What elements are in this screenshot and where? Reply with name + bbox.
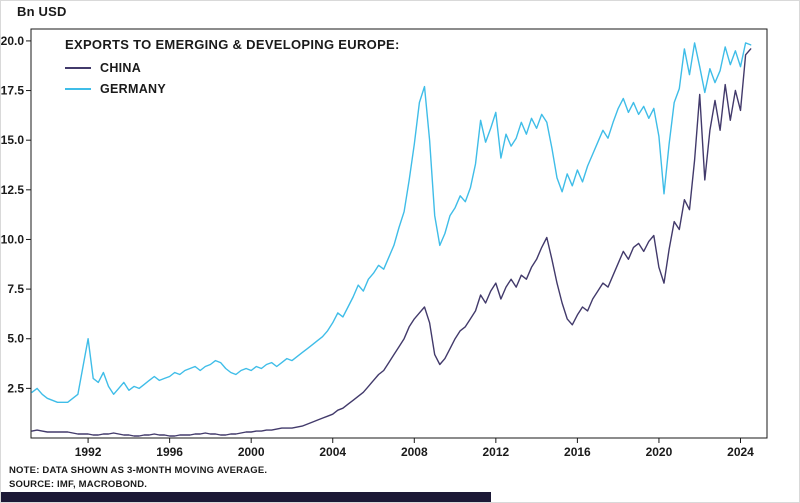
germany-line-swatch — [65, 88, 91, 90]
chart-legend: EXPORTS TO EMERGING & DEVELOPING EUROPE:… — [65, 37, 400, 103]
y-tick-label: 5.0 — [7, 332, 24, 346]
china-line-swatch — [65, 67, 91, 69]
series-line-germany — [31, 42, 752, 403]
x-tick-label: 2004 — [319, 445, 346, 459]
x-tick-label: 2008 — [401, 445, 428, 459]
x-tick-label: 2020 — [646, 445, 673, 459]
plot-frame — [30, 28, 768, 439]
y-tick-label: 10.0 — [1, 232, 24, 246]
footnotes: NOTE: DATA SHOWN AS 3-MONTH MOVING AVERA… — [9, 464, 267, 492]
legend-item-china: CHINA — [65, 61, 400, 75]
x-tick-label: 2000 — [238, 445, 265, 459]
line-chart: 2.5 5.0 7.5 10.0 12.5 15.0 17.5 20.0 1992 1996 200… — [1, 28, 768, 459]
y-tick-label: 7.5 — [7, 282, 24, 296]
legend-label-china: CHINA — [100, 61, 142, 75]
note-source: SOURCE: IMF, MACROBOND. — [9, 479, 148, 490]
legend-label-germany: GERMANY — [100, 82, 166, 96]
y-tick-label: 17.5 — [1, 84, 24, 98]
x-tick-label: 2024 — [727, 445, 754, 459]
legend-item-germany: GERMANY — [65, 82, 400, 96]
x-tick-label: 1996 — [156, 445, 183, 459]
y-tick-label: 20.0 — [1, 34, 24, 48]
series-line-china — [31, 48, 752, 437]
chart-title: EXPORTS TO EMERGING & DEVELOPING EUROPE: — [65, 37, 400, 52]
y-tick-label: 15.0 — [1, 133, 24, 147]
x-tick-label: 2016 — [564, 445, 591, 459]
note-moving-average: NOTE: DATA SHOWN AS 3-MONTH MOVING AVERA… — [9, 465, 268, 476]
y-axis-unit-label: Bn USD — [17, 4, 67, 19]
y-tick-label: 12.5 — [1, 183, 24, 197]
footer-bar — [1, 492, 491, 502]
y-tick-label: 2.5 — [7, 381, 24, 395]
x-tick-label: 2012 — [482, 445, 509, 459]
x-tick-label: 1992 — [75, 445, 102, 459]
